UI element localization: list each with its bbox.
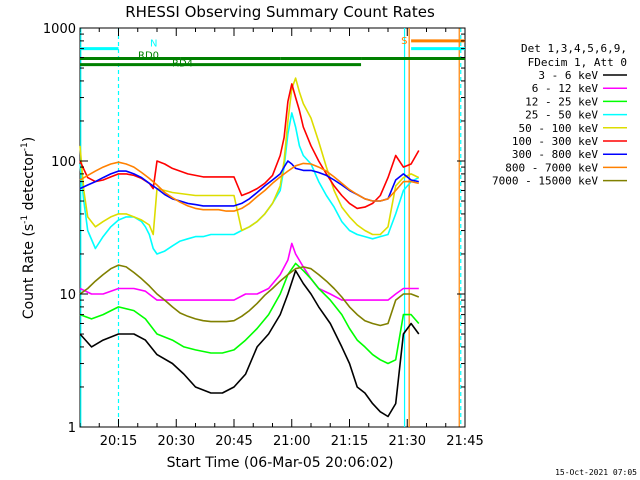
vertical-marker-lines (80, 28, 462, 427)
x-axis-label: Start Time (06-Mar-05 20:06:02) (167, 455, 394, 471)
legend-label-3: 25 - 50 keV (525, 109, 598, 122)
plot-frame (79, 27, 466, 428)
x-tick-label-3: 21:00 (273, 434, 310, 449)
series-line-7 (79, 161, 419, 212)
series-line-1 (79, 242, 419, 301)
annotation-label-3: S (401, 36, 407, 47)
legend-label-5: 100 - 300 keV (512, 135, 598, 148)
legend-label-4: 50 - 100 keV (519, 122, 599, 135)
x-tick-label-6: 21:45 (446, 434, 483, 449)
series-lines (79, 77, 420, 418)
series-line-4 (79, 77, 420, 236)
annotation-label-0: N (150, 39, 157, 50)
series-line-8 (79, 264, 420, 327)
legend-header-0: Det 1,3,4,5,6,9, (521, 42, 627, 55)
legend-label-6: 300 - 800 keV (512, 148, 598, 161)
annotation-label-2: RD4 (172, 59, 193, 70)
legend-label-2: 12 - 25 keV (525, 95, 598, 108)
y-tick-label-0: 1 (68, 421, 76, 436)
x-tick-label-2: 20:45 (215, 434, 252, 449)
legend-label-1: 6 - 12 keV (532, 82, 599, 95)
x-tick-label-4: 21:15 (331, 434, 368, 449)
y-tick-label-3: 1000 (43, 22, 76, 37)
x-tick-label-0: 20:15 (100, 434, 137, 449)
y-axis-label: Count Rate (s-1 detector-1) (20, 137, 37, 319)
y-tick-label-2: 100 (51, 155, 76, 170)
axis-ticks: 20:15 20:30 20:45 21:00 21:15 21:30 21:45 1 10 10… (43, 22, 484, 449)
legend: Det 1,3,4,5,6,9,FDecim 1, Att 03 - 6 keV… (492, 42, 627, 188)
legend-label-0: 3 - 6 keV (538, 69, 598, 82)
y-tick-label-1: 10 (59, 288, 76, 303)
legend-label-7: 800 - 7000 keV (505, 161, 598, 174)
legend-label-8: 7000 - 15000 keV (492, 175, 598, 188)
series-line-2 (79, 262, 420, 365)
legend-header-1: FDecim 1, Att 0 (528, 56, 627, 69)
x-tick-label-5: 21:30 (389, 434, 426, 449)
series-line-5 (79, 83, 420, 210)
x-tick-label-1: 20:30 (158, 434, 195, 449)
chart-title: RHESSI Observing Summary Count Rates (125, 3, 435, 21)
series-line-0 (79, 269, 420, 418)
annotation-label-1: RD0 (138, 50, 159, 61)
footer-timestamp: 15-Oct-2021 07:05 (555, 468, 637, 477)
